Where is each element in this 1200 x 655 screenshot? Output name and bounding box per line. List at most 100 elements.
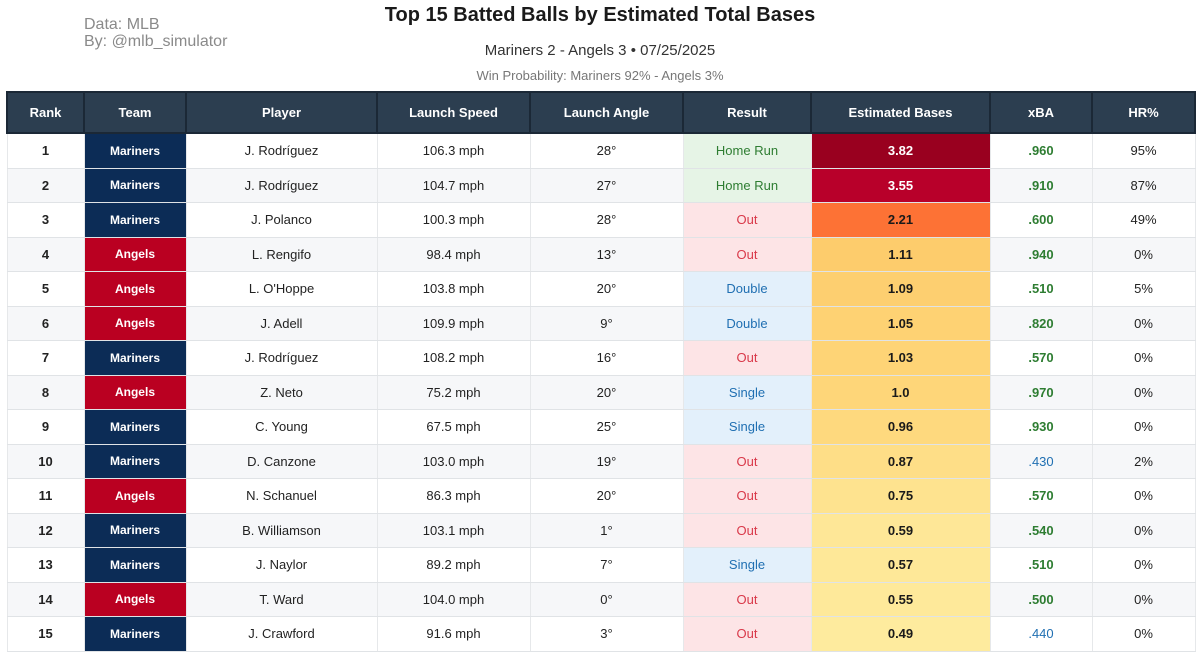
result-cell: Out <box>682 202 812 238</box>
chart-title: Top 15 Batted Balls by Estimated Total B… <box>384 4 816 26</box>
launch-speed-cell: 103.0 mph <box>376 444 531 479</box>
estimated-bases-cell: 3.55 <box>810 168 991 203</box>
launch-angle-cell: 3° <box>529 616 684 652</box>
result-cell: Single <box>682 375 812 410</box>
launch-speed-cell: 89.2 mph <box>376 547 531 583</box>
table-row: 3 Mariners J. Polanco 100.3 mph 28° Out 2.21.6… <box>6 202 1196 238</box>
result-cell: Single <box>682 547 812 583</box>
team-cell: Angels <box>83 375 187 410</box>
player-cell: J. Crawford <box>185 616 378 652</box>
estimated-bases-cell: 1.0 <box>810 375 991 410</box>
rank-cell: 10 <box>6 444 85 479</box>
launch-angle-cell: 25° <box>529 409 684 445</box>
col-header-player: Player <box>185 91 378 134</box>
rank-cell: 2 <box>6 168 85 203</box>
col-header-rank: Rank <box>6 91 85 134</box>
team-cell: Angels <box>83 306 187 341</box>
team-cell: Mariners <box>83 168 187 203</box>
table-row: 1 Mariners J. Rodríguez 106.3 mph 28° Home Ru… <box>6 133 1196 169</box>
result-cell: Out <box>682 478 812 514</box>
table-row: 4 Angels L. Rengifo 98.4 mph 13° Out 1.11.940 0… <box>6 237 1196 272</box>
result-cell: Single <box>682 409 812 445</box>
credits-author: By: @mlb_simulator <box>84 33 228 50</box>
hr-pct-cell: 0% <box>1091 340 1196 376</box>
table-row: 12 Mariners B. Williamson 103.1 mph 1° Out 0.5… <box>6 513 1196 548</box>
player-cell: T. Ward <box>185 582 378 617</box>
team-cell: Angels <box>83 271 187 307</box>
xba-cell: .570 <box>989 478 1093 514</box>
rank-cell: 6 <box>6 306 85 341</box>
table-row: 11 Angels N. Schanuel 86.3 mph 20° Out 0.75.57… <box>6 478 1196 514</box>
xba-cell: .540 <box>989 513 1093 548</box>
result-cell: Home Run <box>682 133 812 169</box>
table-row: 7 Mariners J. Rodríguez 108.2 mph 16° Out 1.03… <box>6 340 1196 376</box>
player-cell: J. Rodríguez <box>185 133 378 169</box>
launch-angle-cell: 0° <box>529 582 684 617</box>
team-cell: Mariners <box>83 547 187 583</box>
rank-cell: 7 <box>6 340 85 376</box>
player-cell: D. Canzone <box>185 444 378 479</box>
table-row: 13 Mariners J. Naylor 89.2 mph 7° Single 0.57.… <box>6 547 1196 583</box>
col-header-hr-pct: HR% <box>1091 91 1196 134</box>
launch-speed-cell: 91.6 mph <box>376 616 531 652</box>
team-cell: Mariners <box>83 202 187 238</box>
launch-speed-cell: 75.2 mph <box>376 375 531 410</box>
hr-pct-cell: 49% <box>1091 202 1196 238</box>
estimated-bases-cell: 0.96 <box>810 409 991 445</box>
hr-pct-cell: 0% <box>1091 306 1196 341</box>
hr-pct-cell: 0% <box>1091 478 1196 514</box>
result-cell: Out <box>682 237 812 272</box>
player-cell: J. Naylor <box>185 547 378 583</box>
rank-cell: 11 <box>6 478 85 514</box>
launch-speed-cell: 108.2 mph <box>376 340 531 376</box>
credits: Data: MLB By: @mlb_simulator <box>84 16 227 50</box>
win-probability: Win Probability: Mariners 92% - Angels 3… <box>476 68 724 83</box>
team-cell: Mariners <box>83 340 187 376</box>
result-cell: Out <box>682 444 812 479</box>
launch-angle-cell: 7° <box>529 547 684 583</box>
launch-angle-cell: 19° <box>529 444 684 479</box>
player-cell: B. Williamson <box>185 513 378 548</box>
rank-cell: 8 <box>6 375 85 410</box>
estimated-bases-cell: 1.09 <box>810 271 991 307</box>
launch-angle-cell: 20° <box>529 375 684 410</box>
xba-cell: .960 <box>989 133 1093 169</box>
hr-pct-cell: 0% <box>1091 409 1196 445</box>
hr-pct-cell: 0% <box>1091 513 1196 548</box>
launch-angle-cell: 27° <box>529 168 684 203</box>
estimated-bases-cell: 2.21 <box>810 202 991 238</box>
col-header-launch-speed: Launch Speed <box>376 91 531 134</box>
team-cell: Angels <box>83 478 187 514</box>
team-cell: Angels <box>83 237 187 272</box>
rank-cell: 13 <box>6 547 85 583</box>
launch-angle-cell: 20° <box>529 478 684 514</box>
hr-pct-cell: 95% <box>1091 133 1196 169</box>
team-cell: Mariners <box>83 513 187 548</box>
rank-cell: 5 <box>6 271 85 307</box>
col-header-team: Team <box>83 91 187 134</box>
xba-cell: .510 <box>989 271 1093 307</box>
launch-speed-cell: 106.3 mph <box>376 133 531 169</box>
team-cell: Mariners <box>83 133 187 169</box>
hr-pct-cell: 0% <box>1091 582 1196 617</box>
xba-cell: .930 <box>989 409 1093 445</box>
table-header-row: Rank Team Player Launch Speed Launch Ang… <box>6 91 1196 134</box>
result-cell: Out <box>682 340 812 376</box>
result-cell: Out <box>682 616 812 652</box>
launch-speed-cell: 100.3 mph <box>376 202 531 238</box>
launch-speed-cell: 104.0 mph <box>376 582 531 617</box>
rank-cell: 15 <box>6 616 85 652</box>
xba-cell: .570 <box>989 340 1093 376</box>
rank-cell: 9 <box>6 409 85 445</box>
launch-angle-cell: 16° <box>529 340 684 376</box>
team-cell: Mariners <box>83 444 187 479</box>
xba-cell: .910 <box>989 168 1093 203</box>
player-cell: L. O'Hoppe <box>185 271 378 307</box>
table-row: 10 Mariners D. Canzone 103.0 mph 19° Out 0.87.… <box>6 444 1196 479</box>
rank-cell: 4 <box>6 237 85 272</box>
team-cell: Mariners <box>83 616 187 652</box>
launch-angle-cell: 20° <box>529 271 684 307</box>
player-cell: N. Schanuel <box>185 478 378 514</box>
rank-cell: 1 <box>6 133 85 169</box>
hr-pct-cell: 2% <box>1091 444 1196 479</box>
